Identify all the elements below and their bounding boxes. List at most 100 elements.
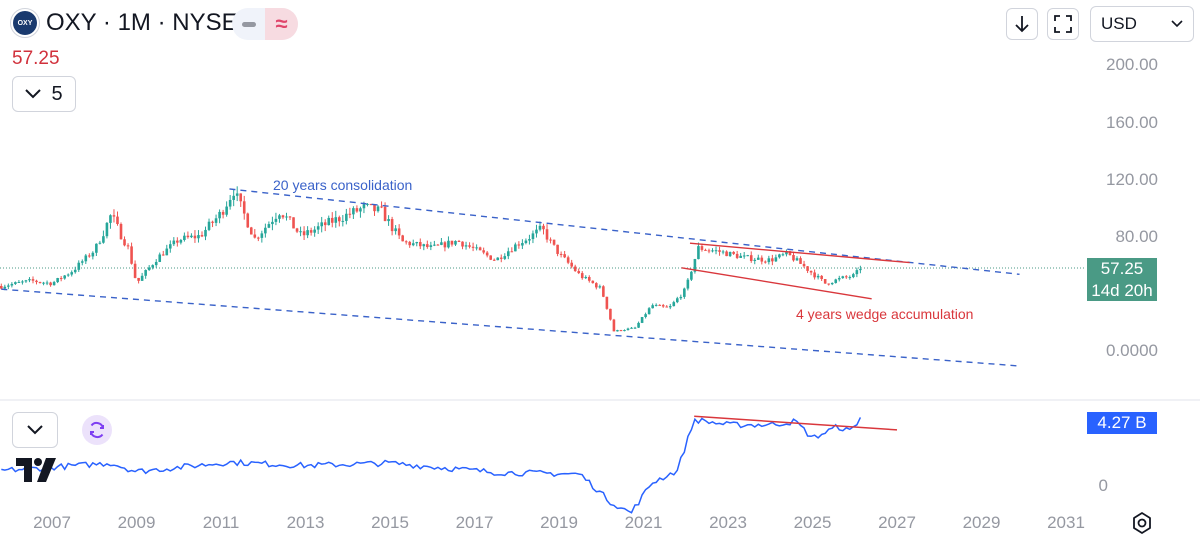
candle-body bbox=[644, 314, 647, 318]
candle-series bbox=[0, 186, 862, 332]
candle-body bbox=[521, 243, 524, 246]
candle-body bbox=[214, 218, 218, 223]
candle-body bbox=[841, 276, 845, 279]
candle-body bbox=[781, 254, 785, 256]
candle-body bbox=[169, 244, 172, 249]
candle-body bbox=[49, 282, 52, 286]
candle-body bbox=[38, 282, 42, 284]
candle-body bbox=[112, 215, 116, 217]
candle-body bbox=[468, 245, 471, 247]
candle-body bbox=[52, 282, 56, 286]
gear-icon[interactable] bbox=[1130, 511, 1154, 535]
candle-body bbox=[837, 278, 841, 280]
candle-body bbox=[503, 256, 507, 259]
candle-body bbox=[489, 255, 492, 260]
indicator-collapse-button[interactable] bbox=[12, 412, 58, 448]
bar-countdown-tag: 14d 20h bbox=[1087, 280, 1157, 301]
symbol-title[interactable]: OXY · 1M · NYSE bbox=[46, 9, 238, 36]
line-style-button[interactable] bbox=[232, 8, 265, 40]
price-axis-label: 160.00 bbox=[1106, 113, 1158, 132]
candle-body bbox=[507, 251, 510, 257]
candle-body bbox=[686, 279, 690, 289]
price-axis-label: 200.00 bbox=[1106, 55, 1158, 74]
candle-body bbox=[267, 224, 271, 228]
candle-body bbox=[271, 221, 274, 225]
indicator-refresh-button[interactable] bbox=[82, 415, 112, 445]
candle-body bbox=[154, 261, 158, 266]
candle-body bbox=[207, 221, 211, 230]
candle-body bbox=[668, 306, 672, 308]
download-button[interactable] bbox=[1006, 8, 1038, 40]
candle-body bbox=[700, 246, 704, 250]
candle-body bbox=[630, 327, 633, 329]
candle-body bbox=[436, 244, 440, 246]
time-axis-label: 2025 bbox=[793, 513, 832, 532]
volume-line bbox=[1, 417, 862, 514]
symbol-logo-text: OXY bbox=[13, 11, 37, 35]
candle-body bbox=[228, 199, 232, 207]
candle-body bbox=[531, 233, 535, 240]
candle-body bbox=[749, 255, 753, 262]
collapse-legend-button[interactable]: 5 bbox=[12, 76, 76, 112]
candle-body bbox=[418, 242, 422, 247]
candle-body bbox=[426, 244, 429, 247]
candle-body bbox=[239, 193, 243, 202]
candle-body bbox=[651, 305, 654, 309]
candle-body bbox=[376, 206, 380, 212]
candle-body bbox=[397, 228, 401, 236]
candle-body bbox=[855, 270, 859, 275]
candle-body bbox=[496, 257, 500, 261]
tradingview-logo[interactable] bbox=[16, 458, 60, 482]
candle-body bbox=[330, 217, 334, 223]
wedge-label: 4 years wedge accumulation bbox=[796, 306, 973, 322]
candle-body bbox=[404, 241, 408, 243]
candle-body bbox=[415, 242, 419, 244]
candle-body bbox=[355, 208, 359, 212]
time-axis-label: 2023 bbox=[709, 513, 747, 532]
currency-value: USD bbox=[1101, 14, 1137, 33]
fullscreen-button[interactable] bbox=[1047, 8, 1079, 40]
candle-body bbox=[77, 262, 81, 270]
candle-body bbox=[802, 263, 806, 267]
candle-body bbox=[774, 257, 778, 262]
candle-body bbox=[577, 271, 581, 274]
currency-select[interactable]: USD bbox=[1090, 6, 1194, 42]
candle-body bbox=[306, 230, 309, 236]
channel-label: 20 years consolidation bbox=[273, 177, 412, 193]
candle-body bbox=[98, 242, 102, 244]
time-axis-label: 2021 bbox=[624, 513, 663, 532]
candle-body bbox=[778, 254, 781, 258]
candle-body bbox=[295, 228, 299, 232]
time-axis-label: 2009 bbox=[117, 513, 156, 532]
candle-body bbox=[559, 253, 563, 255]
candle-body bbox=[852, 274, 855, 278]
header-price: 57.25 bbox=[12, 48, 60, 69]
candle-body bbox=[570, 262, 573, 267]
candle-body bbox=[292, 217, 295, 229]
candle-body bbox=[70, 272, 74, 275]
candle-body bbox=[56, 278, 59, 283]
candle-body bbox=[17, 281, 21, 283]
candle-body bbox=[200, 235, 204, 237]
candle-body bbox=[528, 239, 531, 241]
candle-body bbox=[10, 283, 14, 286]
candle-body bbox=[845, 276, 848, 278]
candle-body bbox=[616, 330, 619, 332]
candle-body bbox=[672, 302, 676, 307]
chart-style-toggle[interactable]: ≈ bbox=[232, 8, 298, 40]
candle-body bbox=[549, 239, 552, 241]
candle-body bbox=[172, 240, 176, 245]
wave-style-button[interactable]: ≈ bbox=[265, 8, 298, 40]
time-axis-label: 2029 bbox=[962, 513, 1001, 532]
candle-body bbox=[816, 275, 820, 278]
candle-body bbox=[633, 327, 637, 329]
candle-body bbox=[366, 203, 369, 205]
candle-body bbox=[704, 249, 707, 251]
candle-body bbox=[454, 240, 457, 245]
candle-body bbox=[742, 255, 746, 257]
candle-body bbox=[327, 217, 331, 226]
candle-body bbox=[84, 255, 88, 262]
price-axis-label: 80.00 bbox=[1115, 227, 1158, 246]
candle-body bbox=[545, 229, 549, 240]
